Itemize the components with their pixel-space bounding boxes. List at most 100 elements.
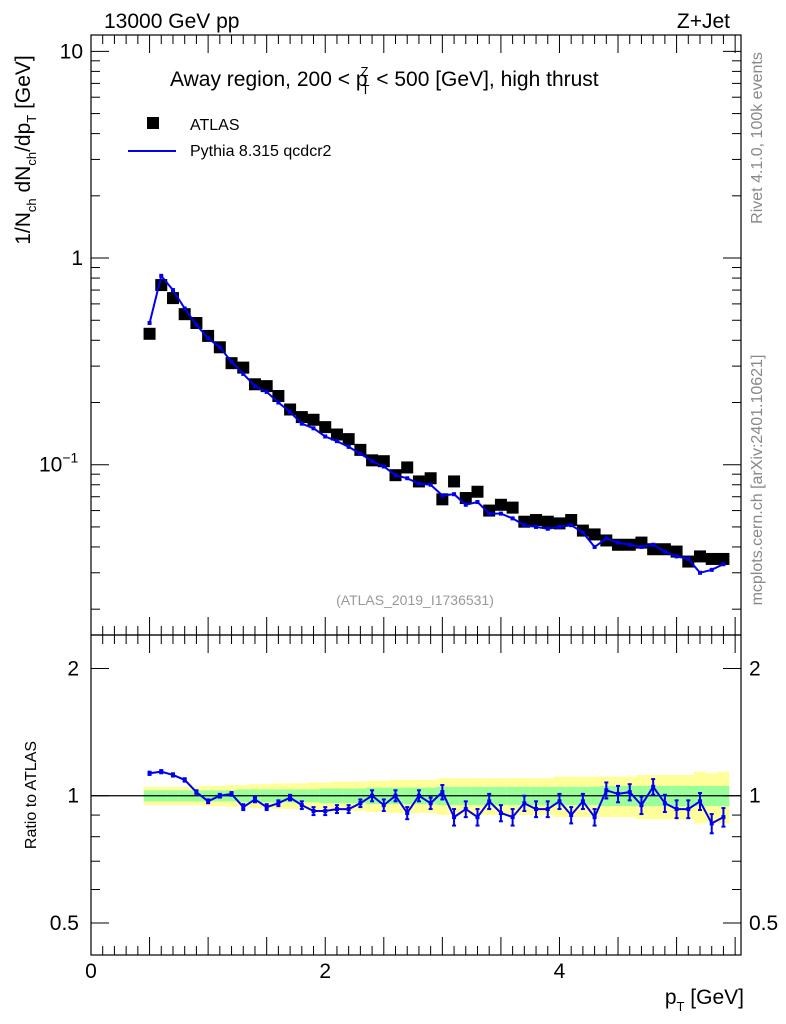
ratio-y-tick-label-left: 0.5	[50, 912, 79, 935]
x-tick-label: 2	[319, 960, 331, 983]
pythia-point	[580, 530, 585, 535]
pythia-point	[416, 481, 421, 486]
atlas-point	[284, 403, 297, 416]
ratio-point	[580, 799, 585, 804]
ratio-point	[288, 795, 293, 800]
legend-atlas-marker	[147, 117, 159, 129]
ratio-point	[299, 803, 304, 808]
main-y-tick-label: 10	[60, 40, 83, 63]
ratio-point	[545, 807, 550, 812]
atlas-point	[448, 475, 461, 488]
ratio-point	[381, 803, 386, 808]
pythia-point	[721, 562, 726, 567]
pythia-point	[194, 322, 199, 327]
ratio-point	[276, 801, 281, 806]
pythia-point	[627, 542, 632, 547]
ratio-point	[522, 801, 527, 806]
atlas-point	[530, 514, 543, 527]
pythia-point	[206, 336, 211, 341]
atlas-point	[588, 528, 601, 541]
atlas-point	[342, 433, 355, 446]
pythia-point	[569, 523, 574, 528]
ratio-panel: 2 2 1 1 0.5 0.5 0 2 4 Ratio to ATLAS pT [GeV]	[23, 634, 778, 1014]
header-process-label: Z+Jet	[677, 10, 730, 33]
ratio-y-axis-label: Ratio to ATLAS	[23, 741, 40, 849]
atlas-point	[319, 421, 332, 434]
main-y-tick-label: 10−1	[39, 450, 79, 477]
main-y-tick-labels: 10 1 10−1	[39, 40, 83, 476]
pythia-point	[264, 389, 269, 394]
header-energy-label: 13000 GeV pp	[104, 10, 239, 33]
pythia-point	[323, 434, 328, 439]
pythia-point	[370, 459, 375, 464]
ratio-point	[159, 769, 164, 774]
atlas-point	[424, 472, 437, 485]
ratio-point	[463, 807, 468, 812]
ratio-point	[428, 801, 433, 806]
ratio-point	[604, 788, 609, 793]
ratio-point	[662, 801, 667, 806]
ratio-point	[217, 793, 222, 798]
main-y-tick-label: 1	[71, 247, 83, 270]
pythia-point	[463, 502, 468, 507]
pythia-point	[288, 409, 293, 414]
pythia-point	[405, 476, 410, 481]
pythia-point	[358, 451, 363, 456]
ratio-point	[170, 772, 175, 777]
ratio-point	[498, 811, 503, 816]
ratio-point	[393, 793, 398, 798]
pythia-point	[217, 345, 222, 350]
atlas-point	[307, 413, 320, 426]
atlas-point	[237, 361, 250, 374]
atlas-point	[600, 534, 613, 547]
main-y-axis-label: 1/Nch dNch/dpT [GeV]	[12, 55, 39, 245]
ratio-point	[569, 813, 574, 818]
pythia-point	[428, 482, 433, 487]
ratio-point	[323, 809, 328, 814]
atlas-point	[330, 428, 343, 441]
ratio-frame	[90, 634, 742, 956]
main-y-ticks	[91, 50, 741, 610]
legend-atlas-label: ATLAS	[190, 117, 240, 134]
ratio-point	[241, 805, 246, 810]
ratio-point	[440, 790, 445, 795]
pythia-point	[252, 384, 257, 389]
ratio-point	[674, 807, 679, 812]
atlas-point	[202, 329, 215, 342]
atlas-point	[471, 485, 484, 498]
plot-title: Away region, 200 < pTZ < 500 [GeV], high…	[170, 64, 599, 97]
pythia-point	[170, 288, 175, 293]
pythia-point	[241, 371, 246, 376]
pythia-point	[393, 473, 398, 478]
pythia-point	[698, 570, 703, 575]
pythia-point	[381, 464, 386, 469]
pythia-point	[276, 400, 281, 405]
ratio-point	[452, 815, 457, 820]
pythia-point	[651, 542, 656, 547]
pythia-point	[452, 492, 457, 497]
ratio-point	[487, 799, 492, 804]
ratio-point	[229, 791, 234, 796]
ratio-point	[358, 801, 363, 806]
x-tick-label: 0	[85, 960, 97, 983]
ratio-point	[709, 821, 714, 826]
ratio-point	[405, 811, 410, 816]
pythia-point	[498, 511, 503, 516]
main-x-ticks	[90, 35, 736, 635]
legend: ATLAS Pythia 8.315 qcdcr2	[128, 117, 332, 160]
atlas-point	[494, 498, 507, 511]
atlas-point	[694, 550, 707, 563]
ratio-point	[264, 805, 269, 810]
ratio-point	[639, 803, 644, 808]
pythia-point	[487, 511, 492, 516]
ratio-data-points	[147, 769, 726, 835]
pythia-point	[159, 273, 164, 278]
pythia-point	[182, 306, 187, 311]
pythia-point	[674, 554, 679, 559]
pythia-point	[346, 444, 351, 449]
ratio-point	[534, 807, 539, 812]
ratio-point	[370, 793, 375, 798]
ratio-y-tick-label-right: 2	[749, 657, 761, 680]
ratio-point	[334, 807, 339, 812]
atlas-point	[565, 514, 578, 527]
